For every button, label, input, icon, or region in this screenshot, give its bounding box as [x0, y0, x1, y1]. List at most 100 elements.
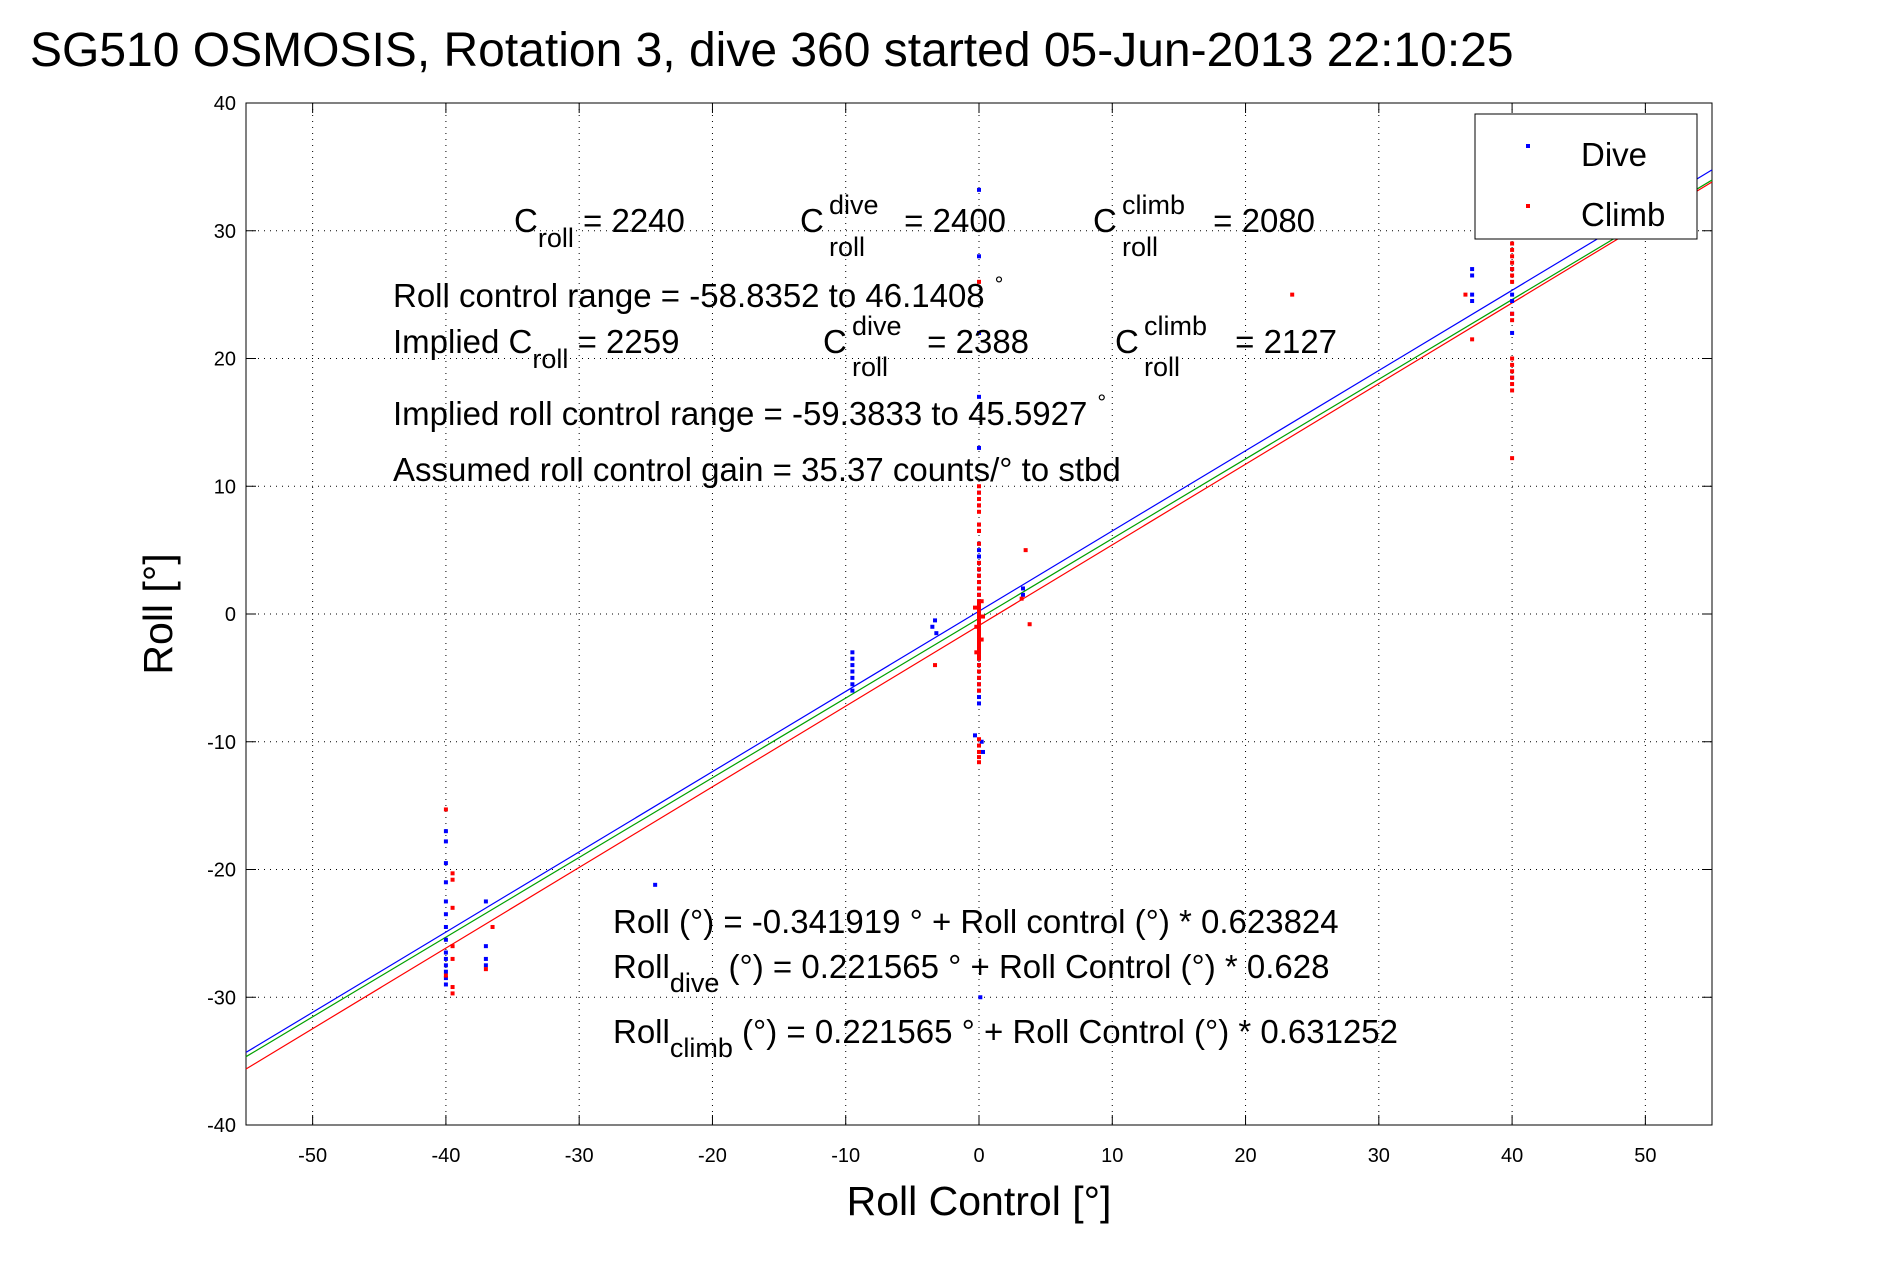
- point-dive: [653, 882, 658, 887]
- point-climb: [977, 618, 981, 623]
- point-climb: [450, 956, 455, 961]
- point-climb: [979, 637, 984, 642]
- point-climb: [977, 573, 981, 578]
- point-climb: [483, 967, 488, 972]
- x-tick-label: -40: [431, 1145, 460, 1167]
- point-dive: [443, 950, 448, 955]
- point-climb: [977, 509, 981, 514]
- point-dive: [443, 899, 448, 904]
- point-climb: [977, 743, 981, 748]
- point-climb: [1290, 292, 1295, 297]
- roll-control-range: Roll control range = -58.8352 to 46.1408…: [393, 272, 1003, 314]
- point-climb: [977, 669, 981, 674]
- point-dive: [1510, 330, 1515, 335]
- point-climb: [1510, 388, 1515, 393]
- point-climb: [977, 637, 981, 642]
- point-climb: [977, 490, 981, 495]
- point-climb: [977, 615, 981, 620]
- point-dive: [1470, 299, 1475, 304]
- point-dive: [1020, 592, 1025, 597]
- y-axis-label: Roll [°]: [135, 553, 181, 674]
- point-dive: [977, 330, 981, 335]
- point-climb: [1510, 318, 1515, 323]
- y-tick-label: 20: [214, 349, 236, 371]
- legend-label-climb: Climb: [1581, 196, 1665, 233]
- point-dive: [850, 669, 855, 674]
- point-dive: [443, 976, 448, 981]
- x-tick-label: 20: [1234, 1145, 1256, 1167]
- point-climb: [977, 567, 981, 572]
- y-tick-label: 0: [225, 604, 236, 626]
- point-climb: [977, 656, 981, 661]
- point-climb: [1510, 375, 1515, 380]
- point-climb: [450, 985, 455, 990]
- point-climb: [1510, 247, 1515, 252]
- point-dive: [1020, 586, 1025, 591]
- point-climb: [1510, 273, 1515, 278]
- point-dive: [977, 554, 981, 559]
- point-dive: [977, 445, 981, 450]
- point-dive: [443, 937, 448, 942]
- point-climb: [443, 807, 448, 812]
- point-climb: [977, 755, 981, 760]
- eq-dive: Rolldive (°) = 0.221565 ° + Roll Control…: [613, 948, 1329, 998]
- point-climb: [977, 601, 981, 606]
- x-tick-label: 30: [1368, 1145, 1390, 1167]
- point-dive: [443, 829, 448, 834]
- point-climb: [977, 628, 981, 633]
- x-tick-label: -20: [698, 1145, 727, 1167]
- implied-c-roll: Implied Croll = 2259: [393, 323, 679, 374]
- point-dive: [980, 749, 985, 754]
- legend-box: [1474, 113, 1698, 240]
- y-tick-label: 10: [214, 476, 236, 498]
- chart-title: SG510 OSMOSIS, Rotation 3, dive 360 star…: [30, 24, 1514, 77]
- point-climb: [977, 737, 981, 742]
- y-tick-label: -10: [207, 732, 236, 754]
- point-climb: [977, 663, 981, 668]
- point-dive: [979, 739, 984, 744]
- gain-text: Assumed roll control gain = 35.37 counts…: [393, 451, 1121, 488]
- point-dive: [977, 187, 981, 192]
- point-climb: [450, 871, 455, 876]
- point-climb: [977, 541, 981, 546]
- point-climb: [443, 973, 448, 978]
- point-climb: [977, 599, 981, 604]
- point-dive: [483, 956, 488, 961]
- implied-range: Implied roll control range = -59.3833 to…: [393, 390, 1106, 432]
- point-climb: [977, 497, 981, 502]
- point-dive: [443, 839, 448, 844]
- point-dive: [443, 982, 448, 987]
- eq-climb: Rollclimb (°) = 0.221565 ° + Roll Contro…: [613, 1013, 1398, 1063]
- point-climb: [977, 605, 981, 610]
- point-dive: [443, 924, 448, 929]
- point-climb: [977, 647, 981, 652]
- point-climb: [490, 924, 495, 929]
- legend-label-dive: Dive: [1581, 136, 1647, 173]
- point-climb: [977, 484, 981, 489]
- c-roll-label: Croll = 2240: [514, 202, 685, 253]
- eq-all: Roll (°) = -0.341919 ° + Roll control (°…: [613, 903, 1339, 940]
- point-dive: [934, 631, 939, 636]
- point-climb: [1510, 241, 1515, 246]
- point-climb: [450, 944, 455, 949]
- point-climb: [1510, 254, 1515, 259]
- x-tick-label: -50: [298, 1145, 327, 1167]
- point-climb: [1510, 356, 1515, 361]
- x-tick-label: 0: [973, 1145, 984, 1167]
- point-dive: [443, 969, 448, 974]
- point-climb: [450, 991, 455, 996]
- point-climb: [450, 877, 455, 882]
- y-tick-label: -20: [207, 860, 236, 882]
- point-dive: [443, 956, 448, 961]
- point-climb: [1463, 292, 1468, 297]
- point-climb: [1470, 337, 1475, 342]
- point-climb: [450, 905, 455, 910]
- x-tick-label: 40: [1501, 1145, 1523, 1167]
- x-tick-label: 50: [1634, 1145, 1656, 1167]
- point-dive: [850, 663, 855, 668]
